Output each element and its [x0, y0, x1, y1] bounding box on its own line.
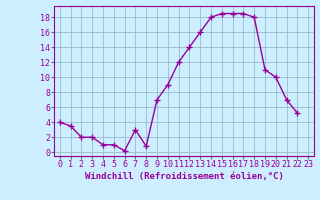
X-axis label: Windchill (Refroidissement éolien,°C): Windchill (Refroidissement éolien,°C): [84, 172, 284, 181]
